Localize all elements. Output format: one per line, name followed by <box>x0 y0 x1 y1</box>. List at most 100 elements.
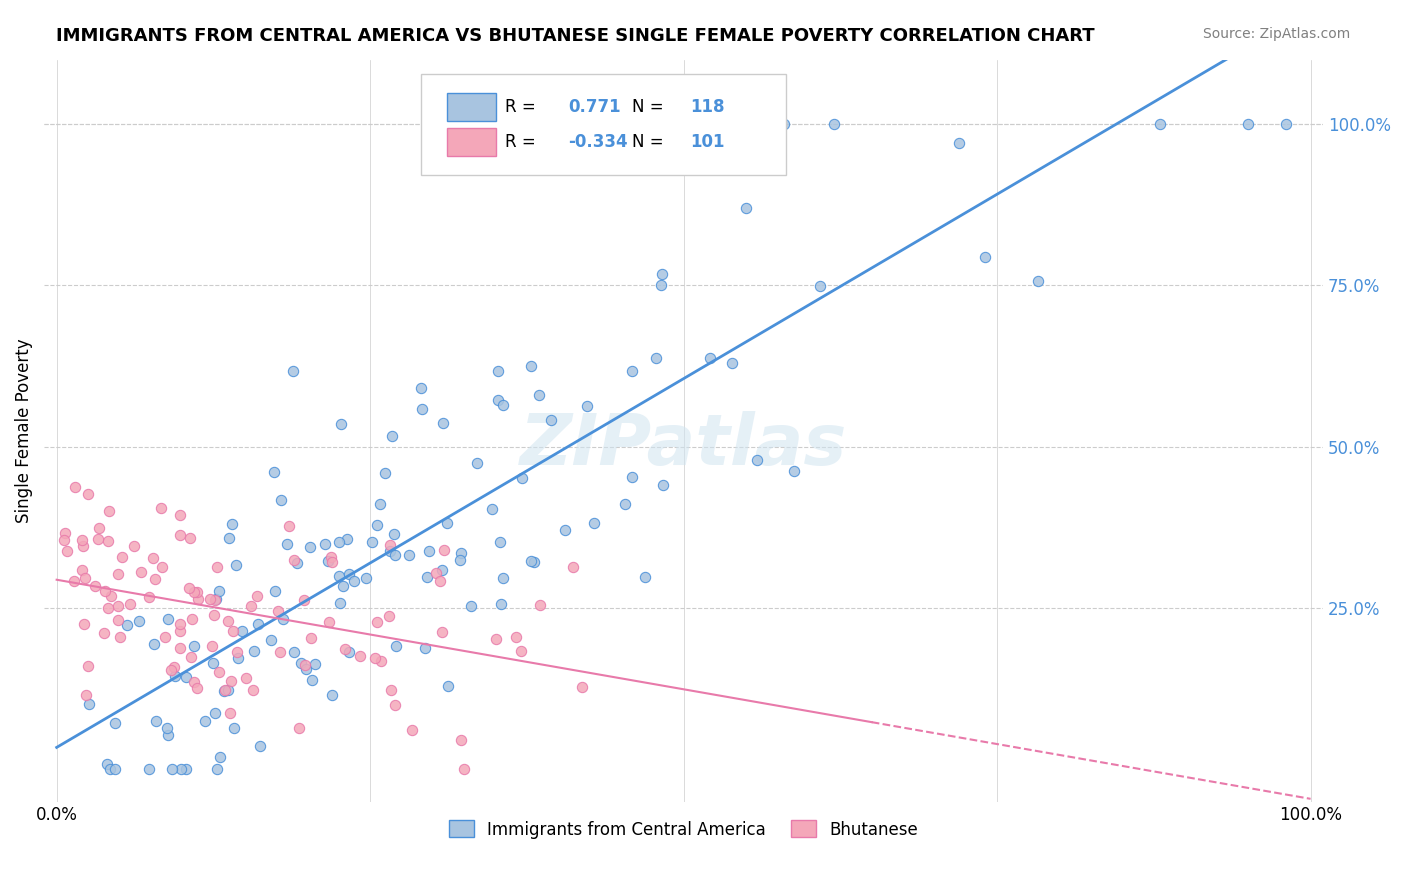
Point <box>277 518 299 533</box>
Point <box>562 559 585 574</box>
Point <box>356 571 378 585</box>
Point <box>169 616 191 631</box>
Point <box>343 574 366 589</box>
Point <box>492 398 515 412</box>
Point <box>212 684 235 698</box>
Point <box>576 399 599 413</box>
Point <box>380 683 402 698</box>
Point <box>276 537 298 551</box>
Point <box>411 402 433 417</box>
Point <box>301 673 323 687</box>
Point <box>1274 117 1296 131</box>
Point <box>209 750 232 764</box>
Point <box>150 500 173 515</box>
Point <box>183 640 205 654</box>
Point <box>329 596 352 610</box>
Point <box>509 643 531 657</box>
Point <box>465 456 488 470</box>
Point <box>436 516 458 531</box>
Point <box>314 537 336 551</box>
Point <box>374 466 396 480</box>
Point <box>294 658 316 673</box>
Point <box>97 504 120 518</box>
Point <box>436 679 458 693</box>
Point <box>449 553 471 567</box>
Point <box>169 528 191 542</box>
Point <box>948 136 970 151</box>
Point <box>75 571 97 585</box>
Point <box>429 574 451 588</box>
Point <box>486 364 509 378</box>
Point <box>321 555 343 569</box>
Point <box>364 651 387 665</box>
Point <box>62 574 84 589</box>
Point <box>205 592 228 607</box>
Point <box>111 549 134 564</box>
Point <box>430 624 453 639</box>
Point <box>169 624 191 638</box>
Point <box>299 540 322 554</box>
Point <box>246 589 269 603</box>
Point <box>450 733 472 747</box>
Point <box>89 521 111 535</box>
Point <box>384 548 406 562</box>
Text: 0.771: 0.771 <box>568 98 621 116</box>
Point <box>645 351 668 366</box>
Point <box>219 706 242 720</box>
Point <box>65 480 87 494</box>
Text: R =: R = <box>505 98 536 116</box>
Point <box>187 591 209 606</box>
Point <box>620 364 643 378</box>
Text: ZIPatlas: ZIPatlas <box>520 411 848 480</box>
Point <box>70 533 93 548</box>
Point <box>75 689 97 703</box>
Point <box>330 417 353 431</box>
Point <box>150 559 173 574</box>
Point <box>183 675 205 690</box>
Point <box>249 739 271 753</box>
Point <box>401 723 423 737</box>
Point <box>222 624 245 639</box>
Text: N =: N = <box>633 133 664 151</box>
Point <box>492 571 515 585</box>
Point <box>93 626 115 640</box>
Y-axis label: Single Female Poverty: Single Female Poverty <box>15 338 32 523</box>
Point <box>337 566 360 581</box>
Point <box>366 517 388 532</box>
Point <box>70 563 93 577</box>
Point <box>328 568 350 582</box>
Point <box>214 683 236 698</box>
Point <box>699 351 721 366</box>
Point <box>205 762 228 776</box>
Legend: Immigrants from Central America, Bhutanese: Immigrants from Central America, Bhutane… <box>443 814 925 846</box>
Point <box>142 550 165 565</box>
Point <box>378 538 401 552</box>
Point <box>242 682 264 697</box>
Point <box>56 544 79 558</box>
Point <box>117 618 139 632</box>
Point <box>269 645 291 659</box>
Point <box>76 487 98 501</box>
Point <box>409 381 432 395</box>
Point <box>103 715 125 730</box>
Point <box>554 524 576 538</box>
Point <box>540 413 562 427</box>
Point <box>163 659 186 673</box>
FancyBboxPatch shape <box>447 128 495 156</box>
Point <box>321 689 343 703</box>
Point <box>157 728 180 742</box>
Point <box>52 533 75 548</box>
Point <box>349 648 371 663</box>
Point <box>582 516 605 531</box>
Point <box>263 583 285 598</box>
Point <box>366 615 388 629</box>
Point <box>138 762 160 776</box>
Point <box>143 638 166 652</box>
Point <box>131 565 153 579</box>
Point <box>183 585 205 599</box>
Point <box>186 681 208 695</box>
Point <box>174 762 197 776</box>
Text: -0.334: -0.334 <box>568 133 628 151</box>
Point <box>505 630 527 644</box>
Point <box>299 632 322 646</box>
